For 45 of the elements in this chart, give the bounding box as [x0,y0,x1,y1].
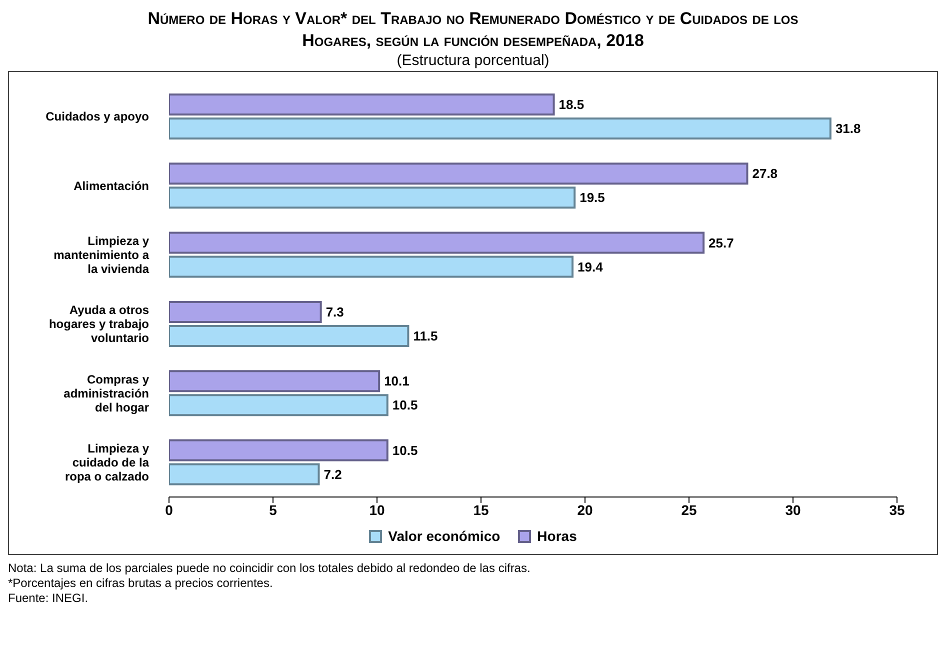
bar [169,93,555,116]
x-tick-label: 25 [681,502,697,518]
y-tick-label: Ayuda a otros hogares y trabajo voluntario [48,303,150,346]
x-tick-label: 20 [577,502,593,518]
x-tick-label: 30 [785,502,801,518]
data-label: 19.5 [580,190,605,206]
data-label: 10.5 [392,398,418,413]
chart-subtitle: (Estructura porcentual) [396,52,550,69]
legend-label: Valor económico [387,528,500,544]
bar [169,394,388,416]
data-label: 19.4 [578,259,604,274]
x-tick-label: 35 [889,502,905,518]
bar [169,162,748,185]
text: Nota: La suma de los parciales puede no coincidir con los totales debido al redondeo de las cifras. [8,561,532,576]
data-label: 7.2 [324,466,342,482]
bar [169,463,320,486]
data-label: 7.3 [326,304,344,320]
y-tick-label: Limpieza y mantenimiento a la vivienda [54,234,150,276]
bar [169,300,322,323]
bar [169,256,574,278]
data-label: 10.5 [392,442,418,458]
x-tick-label: 5 [269,502,278,518]
data-label: 10.1 [384,374,410,389]
source-note: Fuente: INEGI. [8,591,90,606]
bar [169,370,380,392]
data-label: 31.8 [835,121,861,136]
y-tick-label: Alimentación [74,178,149,193]
text: *Porcentajes en cifras brutas a precios corrientes. [8,576,274,591]
x-tick-label: 15 [473,502,489,518]
bar [169,324,410,347]
y-tick-label: Cuidados y apoyo [46,110,149,124]
bar [169,117,832,140]
data-label: 11.5 [413,328,438,344]
data-label: 18.5 [558,97,584,112]
bar [169,232,705,254]
data-label: 25.7 [708,235,734,250]
data-label: 27.8 [752,166,778,182]
y-tick-label: Limpieza y cuidado de la ropa o calzado [64,441,150,484]
y-tick-label: Compras y administración del hogar [64,372,150,414]
x-tick-label: 0 [165,502,174,518]
bar [169,186,576,209]
bar [169,439,388,462]
chart-title: Número de Horas y Valor* del Trabajo no Remunerado Doméstico y de Cuidados de los Hogares, según la función desempeñada, 2018 [146,8,800,52]
x-tick-label: 10 [369,502,385,518]
legend-label: Horas [536,528,577,544]
